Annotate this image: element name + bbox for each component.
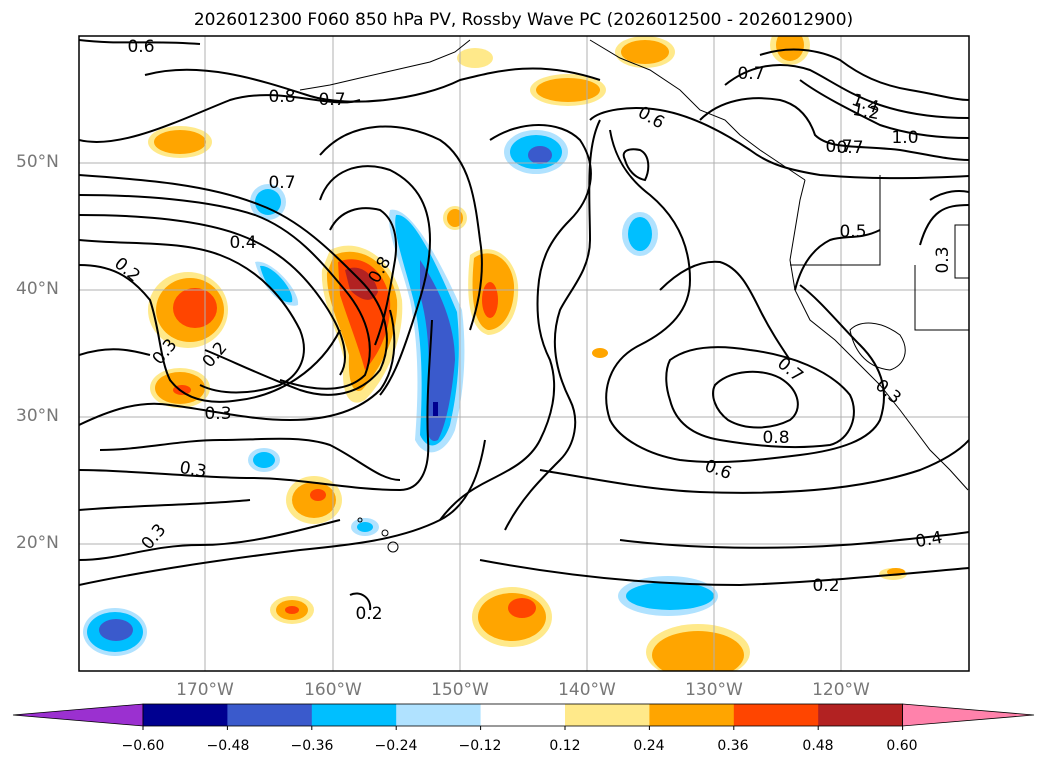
contour-label: 0.4 (229, 233, 256, 253)
colorbar-bin (565, 704, 650, 726)
pc-shading (83, 36, 907, 671)
lon-label-120w: 120°W (812, 680, 870, 700)
colorbar-tick: −0.60 (121, 738, 165, 754)
colorbar-tick: −0.36 (290, 738, 334, 754)
lon-label-160w: 160°W (304, 680, 362, 700)
lon-label-130w: 130°W (685, 680, 743, 700)
lon-label-170w: 170°W (176, 680, 234, 700)
lon-label-140w: 140°W (558, 680, 616, 700)
contour-label: 0.8 (268, 87, 295, 107)
lon-label-150w: 150°W (431, 680, 489, 700)
contour-label: 0.3 (204, 404, 231, 424)
figure-title: 2026012300 F060 850 hPa PV, Rossby Wave … (193, 10, 854, 30)
contour-label: 0.2 (812, 576, 839, 596)
colorbar-bin (311, 704, 397, 726)
contour-label: 1.2 (851, 100, 881, 124)
map-frame (78, 35, 970, 672)
contour-label: 0.4 (914, 528, 944, 552)
colorbar-extend-min (12, 703, 144, 727)
contour-label: 0.6 (127, 37, 154, 57)
colorbar-tick: 0.60 (886, 738, 918, 754)
colorbar-tick: −0.48 (206, 738, 250, 754)
contour-label: 0.6 (702, 456, 734, 484)
lat-label-20n: 20°N (16, 533, 59, 553)
contour-label: 0.7 (737, 64, 764, 84)
contour-label: 0.2 (355, 604, 382, 624)
colorbar-bin (396, 704, 482, 726)
pv-contours (79, 39, 969, 611)
coastlines (299, 39, 969, 553)
colorbar-tick: 0.48 (802, 738, 834, 754)
contour-labels: 0.60.8 0.70.70.60.71.41.21.00.70.50.30.70… (110, 37, 953, 624)
colorbar-bin (143, 704, 228, 726)
colorbar-tick: −0.12 (458, 738, 502, 754)
colorbar-tick: −0.24 (374, 738, 418, 754)
contour-label: 0.7 (836, 138, 863, 158)
colorbar-tick: 0.12 (549, 738, 581, 754)
colorbar-bin (480, 704, 566, 726)
contour-label: 1.0 (891, 128, 918, 148)
colorbar-bin (818, 704, 904, 726)
gridlines (79, 36, 969, 671)
colorbar-bin (733, 704, 819, 726)
colorbar-bin (227, 704, 313, 726)
contour-label: 0.3 (138, 520, 171, 554)
lat-label-40n: 40°N (16, 279, 59, 299)
contour-label: 0.7 (773, 354, 807, 387)
colorbar-extend-max (902, 703, 1035, 727)
lat-label-50n: 50°N (16, 152, 59, 172)
colorbar-bin (649, 704, 735, 726)
contour-label: 0.3 (178, 458, 208, 482)
contour-label: 0.7 (318, 90, 345, 110)
colorbar-tick: 0.24 (633, 738, 665, 754)
contour-label: 0.7 (268, 173, 295, 193)
contour-label: 0.2 (110, 254, 144, 287)
lat-label-30n: 30°N (16, 406, 59, 426)
colorbar-tick: 0.36 (717, 738, 749, 754)
contour-label: 0.8 (762, 428, 789, 448)
colorbar (12, 703, 1035, 730)
contour-label: 0.3 (933, 246, 953, 273)
contour-label: 0.7 (825, 137, 852, 157)
contour-label: 0.5 (839, 222, 866, 242)
